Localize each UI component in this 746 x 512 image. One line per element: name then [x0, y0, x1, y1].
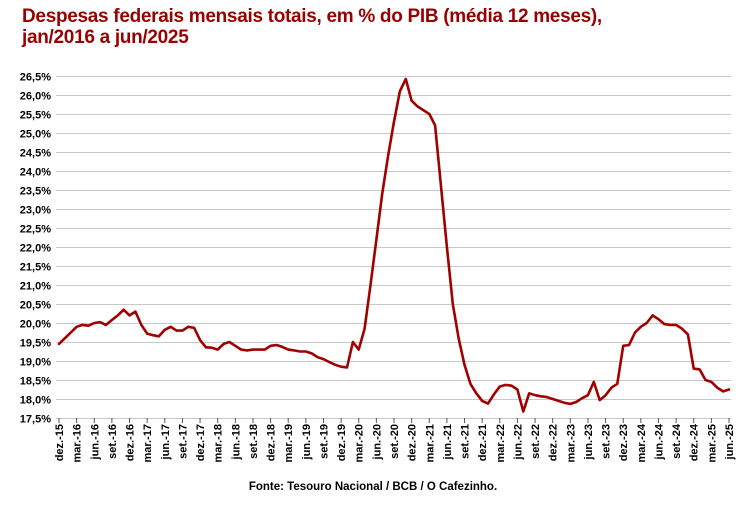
x-tick-label: dez.-23	[618, 424, 630, 461]
y-tick-label: 18,0%	[20, 395, 51, 407]
y-tick-label: 22,5%	[20, 224, 51, 236]
y-tick-label: 21,0%	[20, 281, 51, 293]
x-tick-label: dez.-17	[195, 424, 207, 461]
y-tick-label: 25,0%	[20, 129, 51, 141]
x-axis-labels: dez.-15 mar.-16 jun.-16 set.-16 dez.-16 mar.-…	[54, 423, 736, 462]
x-tick-label: dez.-21	[477, 424, 489, 461]
source-note: Fonte: Tesouro Nacional / BCB / O Cafezi…	[248, 481, 498, 493]
y-tick-label: 20,5%	[20, 300, 51, 312]
x-axis-ticks	[58, 418, 730, 423]
y-tick-label: 22,0%	[20, 243, 51, 255]
x-tick-label: dez.-15	[54, 424, 66, 461]
chart-title-line1: Despesas federais mensais totais, em % d…	[22, 6, 602, 27]
x-tick-label: mar.-24	[636, 423, 648, 462]
y-tick-label: 18,5%	[20, 376, 51, 388]
y-tick-label: 25,5%	[20, 110, 51, 122]
x-tick-label: jun.-22	[512, 424, 524, 460]
x-tick-label: jun.-24	[653, 423, 665, 460]
x-tick-label: set.-16	[107, 424, 119, 459]
x-tick-label: jun.-17	[160, 424, 172, 460]
chart-title: Despesas federais mensais totais, em % d…	[22, 6, 722, 48]
x-tick-label: jun.-25	[724, 424, 736, 460]
x-tick-label: set.-18	[248, 424, 260, 459]
y-tick-label: 23,5%	[20, 186, 51, 198]
y-tick-label: 17,5%	[20, 414, 51, 426]
x-tick-label: set.-21	[460, 424, 472, 459]
x-tick-label: mar.-23	[565, 424, 577, 463]
x-tick-label: set.-17	[177, 424, 189, 459]
x-tick-label: set.-22	[530, 424, 542, 459]
x-tick-label: set.-24	[671, 423, 683, 459]
y-tick-label: 21,5%	[20, 262, 51, 274]
x-tick-label: mar.-20	[354, 424, 366, 463]
y-tick-label: 26,5%	[20, 72, 51, 84]
x-tick-label: jun.-20	[371, 424, 383, 460]
x-tick-label: set.-20	[389, 424, 401, 459]
x-tick-label: mar.-17	[142, 424, 154, 463]
x-tick-label: mar.-25	[706, 424, 718, 463]
x-tick-label: dez.-24	[689, 423, 701, 461]
y-tick-label: 20,0%	[20, 319, 51, 331]
x-tick-label: jun.-21	[442, 424, 454, 460]
x-tick-label: dez.-20	[407, 424, 419, 461]
y-tick-label: 24,5%	[20, 148, 51, 160]
x-tick-label: dez.-18	[266, 424, 278, 461]
y-tick-label: 19,0%	[20, 357, 51, 369]
y-tick-label: 23,0%	[20, 205, 51, 217]
x-tick-label: jun.-18	[230, 424, 242, 460]
x-tick-label: mar.-18	[213, 424, 225, 463]
x-tick-label: mar.-22	[495, 424, 507, 463]
chart-title-line2: jan/2016 a jun/2025	[22, 27, 189, 48]
y-tick-label: 24,0%	[20, 167, 51, 179]
x-tick-label: jun.-23	[583, 424, 595, 460]
x-tick-label: dez.-22	[548, 424, 560, 461]
x-tick-label: mar.-16	[72, 424, 84, 463]
x-tick-label: mar.-21	[424, 424, 436, 463]
x-tick-label: dez.-16	[125, 424, 137, 461]
y-tick-label: 19,5%	[20, 338, 51, 350]
y-tick-label: 26,0%	[20, 91, 51, 103]
x-tick-label: jun.-19	[301, 424, 313, 460]
x-tick-label: set.-23	[601, 424, 613, 459]
x-tick-label: dez.-19	[336, 424, 348, 461]
y-axis-labels: 26,5% 26,0% 25,5% 25,0% 24,5% 24,0% 23,5% 23,0%…	[20, 72, 51, 426]
series-line	[57, 77, 731, 413]
x-tick-label: mar.-19	[283, 424, 295, 463]
x-tick-label: jun.-16	[89, 424, 101, 460]
x-tick-label: set.-19	[318, 424, 330, 459]
